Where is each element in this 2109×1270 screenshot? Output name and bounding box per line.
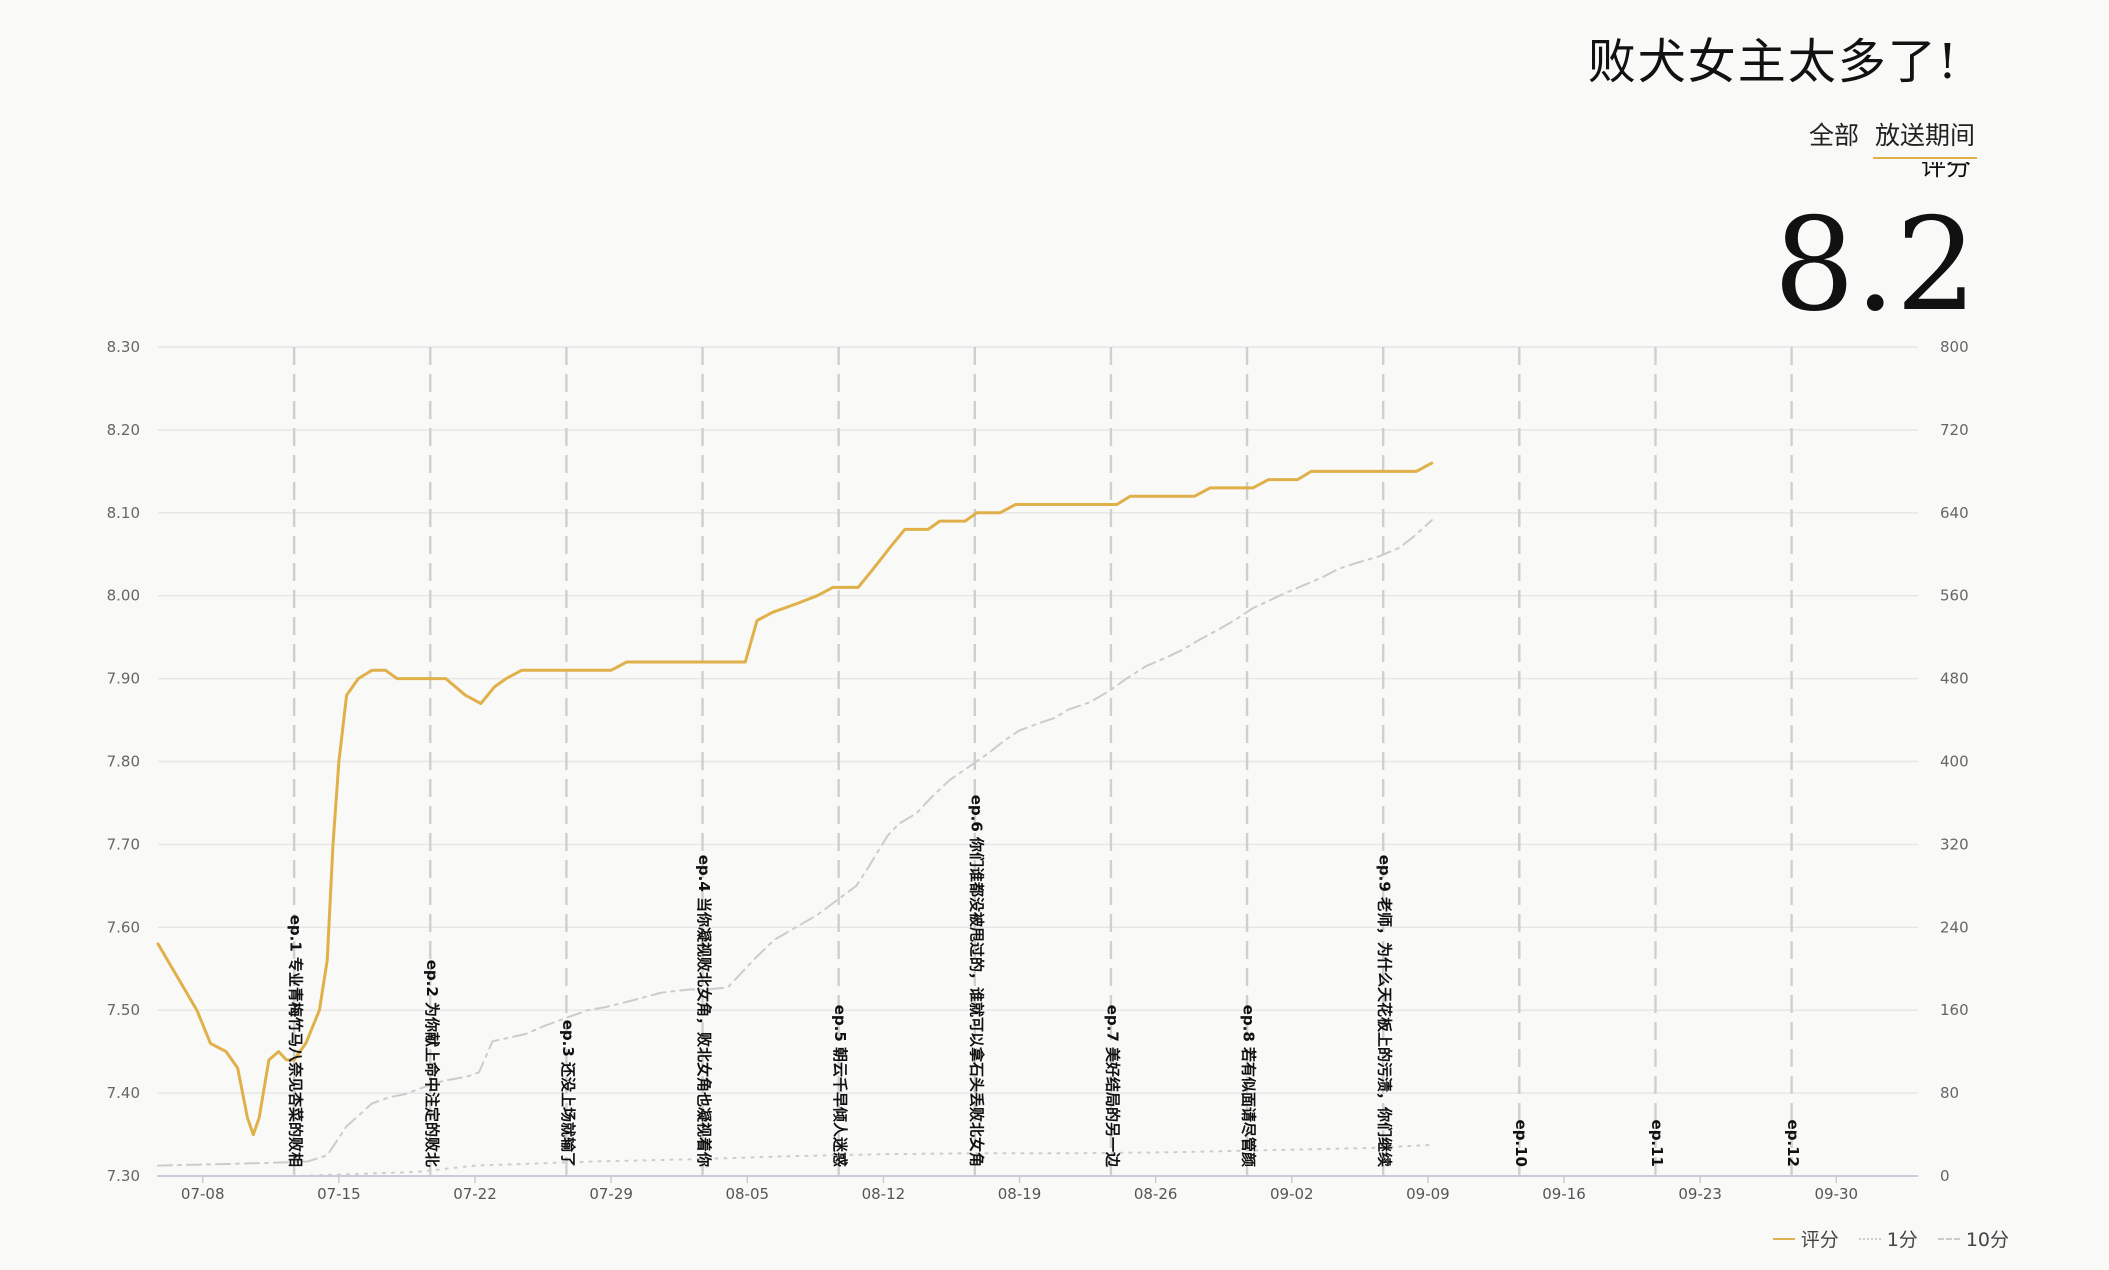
- legend-item-10-point[interactable]: 10分: [1937, 1225, 2009, 1252]
- episode-label: ep.10: [1512, 1120, 1530, 1167]
- y-left-tick-label: 7.30: [107, 1167, 140, 1185]
- x-tick-label: 09-02: [1270, 1185, 1314, 1203]
- y-right-tick-label: 800: [1940, 338, 1969, 356]
- y-right-tick-label: 320: [1940, 835, 1969, 853]
- x-tick-label: 07-29: [589, 1185, 633, 1203]
- series-lines: [156, 461, 1434, 1177]
- series-line: [157, 519, 1433, 1167]
- y-right-tick-label: 560: [1940, 587, 1969, 605]
- y-right-tick-label: 0: [1940, 1167, 1950, 1185]
- y-left-tick-label: 7.80: [107, 753, 140, 771]
- y-right-tick-label: 80: [1940, 1084, 1959, 1102]
- y-left-tick-label: 8.00: [107, 587, 140, 605]
- legend-swatch-1-point: [1858, 1237, 1881, 1240]
- x-tick-label: 07-22: [453, 1185, 497, 1203]
- axes: 8.30 8.20 8.10 8.00 7.90 7.80 7.70 7.60 7.50 7.40…: [107, 338, 1969, 1203]
- y-right-tick-label: 640: [1940, 504, 1969, 522]
- episode-labels: ep.1 专业青梅竹马八奈见杏菜的败相 ep.2 为你献上命中注定的败北 ep.3 …: [287, 795, 1802, 1168]
- episode-label: ep.4 当你凝视败北女角，败北女角也凝视着你: [695, 855, 713, 1167]
- y-left-tick-label: 8.20: [107, 421, 140, 439]
- episode-label: ep.5 朝云千早倾人迷惑: [831, 1005, 849, 1167]
- x-tick-label: 08-26: [1134, 1185, 1178, 1203]
- y-left-tick-label: 8.30: [107, 338, 140, 356]
- x-tick-label: 08-12: [862, 1185, 906, 1203]
- legend-swatch-score: [1772, 1237, 1795, 1240]
- x-tick-label: 09-30: [1815, 1185, 1859, 1203]
- legend-label-10-point: 10分: [1965, 1229, 2009, 1251]
- series-line: [156, 461, 1434, 1137]
- y-right-tick-label: 160: [1940, 1001, 1969, 1019]
- y-right-tick-label: 400: [1940, 753, 1969, 771]
- episode-label: ep.8 若有似面请尽管颜: [1240, 1005, 1258, 1167]
- legend-item-score[interactable]: 评分: [1772, 1225, 1839, 1252]
- y-left-tick-label: 7.60: [107, 918, 140, 936]
- tab-all[interactable]: 全部: [1808, 121, 1859, 150]
- y-right-tick-label: 480: [1940, 670, 1969, 688]
- episode-label: ep.2 为你献上命中注定的败北: [423, 960, 441, 1167]
- x-tick-label: 07-08: [181, 1185, 225, 1203]
- legend-swatch-10-point: [1937, 1237, 1960, 1240]
- tab-airing-period[interactable]: 放送期间: [1872, 116, 1977, 159]
- y-left-tick-label: 8.10: [107, 504, 140, 522]
- episode-label: ep.7 美好结局的另一边: [1103, 1005, 1121, 1168]
- legend-label-score: 评分: [1800, 1229, 1839, 1251]
- page-title: 败犬女主太多了!: [1587, 34, 1959, 90]
- x-tick-label: 08-05: [725, 1185, 769, 1203]
- range-tabs: 全部 放送期间: [1807, 116, 1977, 159]
- y-right-tick-label: 720: [1940, 421, 1969, 439]
- episode-label: ep.6 你们谁都没被甩过的，谁就可以拿石头丢败北女角: [967, 795, 985, 1167]
- episode-label: ep.1 专业青梅竹马八奈见杏菜的败相: [287, 915, 305, 1167]
- episode-label: ep.9 老师，为什么天花板上的污渍，你们继续: [1376, 855, 1394, 1167]
- x-tick-label: 09-16: [1542, 1185, 1586, 1203]
- legend-item-1-point[interactable]: 1分: [1858, 1225, 1918, 1252]
- episode-label: ep.11: [1648, 1120, 1666, 1167]
- y-left-tick-label: 7.90: [107, 670, 140, 688]
- y-left-tick-label: 7.50: [107, 1001, 140, 1019]
- score-label: 评分: [1921, 162, 1971, 184]
- episode-label: ep.12: [1784, 1120, 1802, 1167]
- x-tick-label: 09-23: [1678, 1185, 1722, 1203]
- y-left-tick-label: 7.70: [107, 835, 140, 853]
- score-value: 8.2: [1773, 191, 1977, 340]
- x-tick-label: 08-19: [998, 1185, 1042, 1203]
- y-right-tick-label: 240: [1940, 918, 1969, 936]
- x-tick-label: 09-09: [1406, 1185, 1450, 1203]
- legend-label-1-point: 1分: [1886, 1229, 1918, 1251]
- episode-label: ep.3 还没上场就输了: [559, 1020, 577, 1167]
- x-tick-label: 07-15: [317, 1185, 361, 1203]
- chart-legend: 评分 1分 10分: [1772, 1225, 2009, 1252]
- score-label-text: 评分: [1920, 162, 1971, 181]
- grid-lines: [158, 346, 1918, 1094]
- y-left-tick-label: 7.40: [107, 1084, 140, 1102]
